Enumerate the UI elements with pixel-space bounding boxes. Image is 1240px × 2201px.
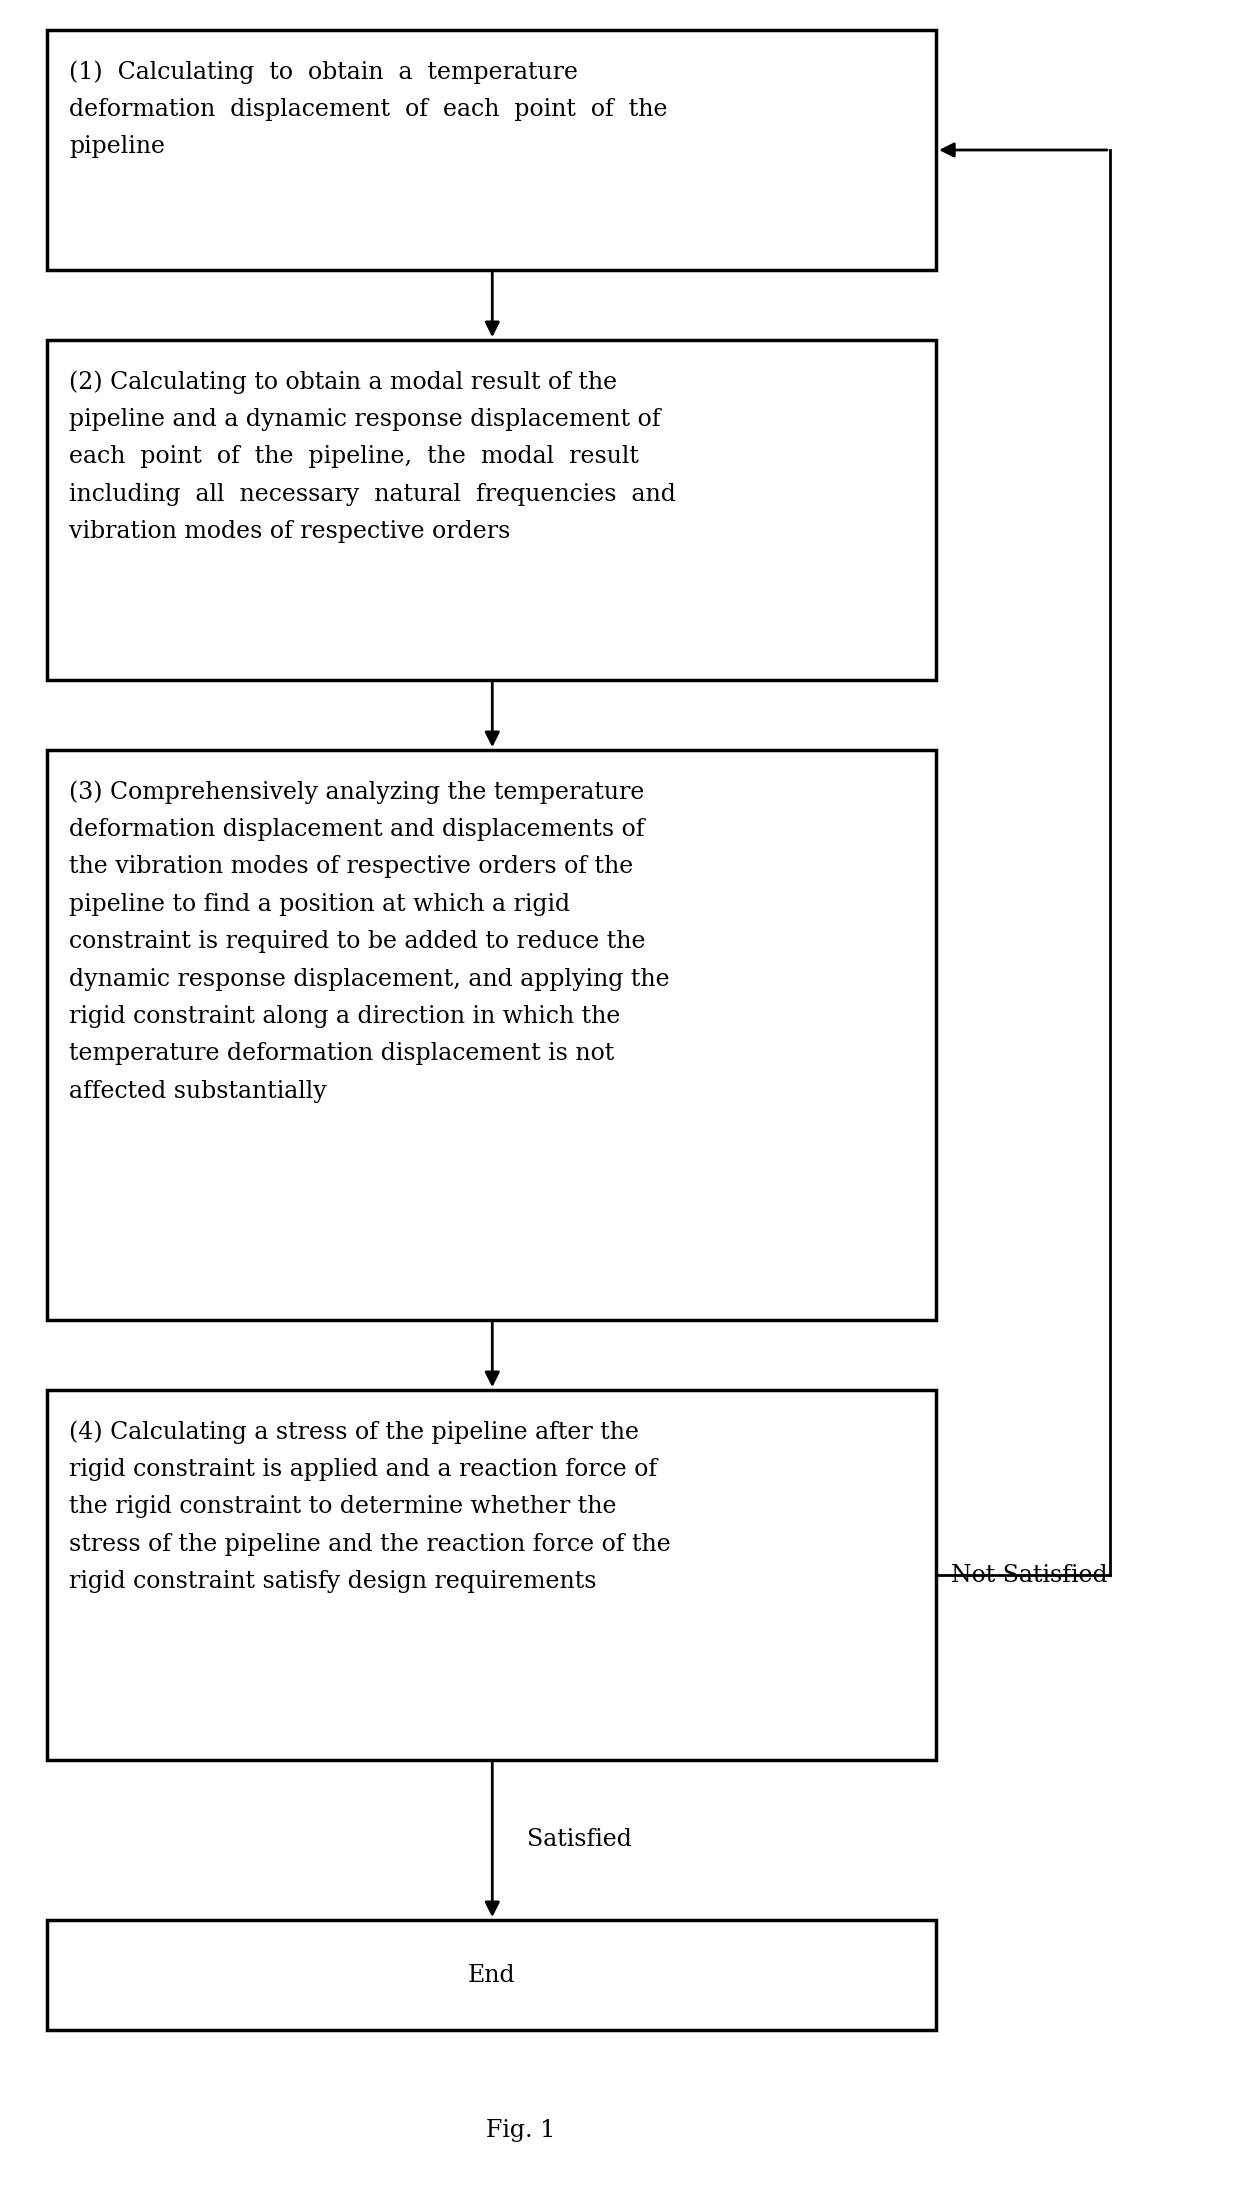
Text: Not Satisfied: Not Satisfied xyxy=(951,1563,1107,1587)
Bar xyxy=(47,751,936,1321)
Text: (3) Comprehensively analyzing the temperature
deformation displacement and displ: (3) Comprehensively analyzing the temper… xyxy=(69,779,670,1103)
Text: (1)  Calculating  to  obtain  a  temperature
deformation  displacement  of  each: (1) Calculating to obtain a temperature … xyxy=(69,59,668,158)
Bar xyxy=(47,339,936,680)
Bar xyxy=(47,1391,936,1761)
Bar xyxy=(47,31,936,271)
Text: Fig. 1: Fig. 1 xyxy=(486,2120,556,2142)
Text: (4) Calculating a stress of the pipeline after the
rigid constraint is applied a: (4) Calculating a stress of the pipeline… xyxy=(69,1420,671,1594)
Text: Satisfied: Satisfied xyxy=(527,1829,631,1851)
Text: (2) Calculating to obtain a modal result of the
pipeline and a dynamic response : (2) Calculating to obtain a modal result… xyxy=(69,370,676,544)
Bar xyxy=(47,1919,936,2029)
Text: End: End xyxy=(467,1963,516,1988)
